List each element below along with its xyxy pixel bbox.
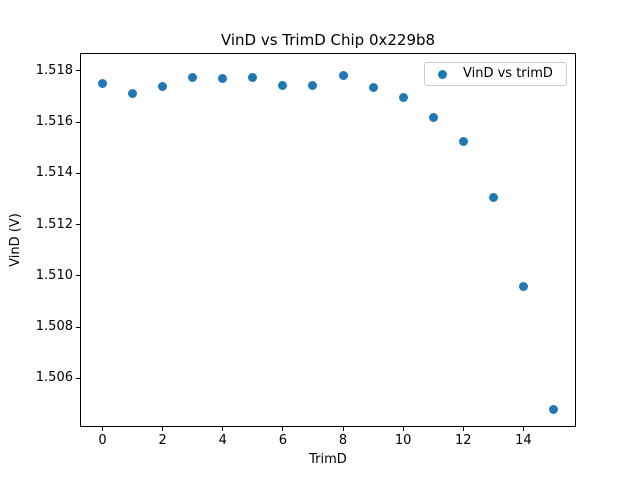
x-tick [342,427,344,431]
y-tick-label: 1.506 [35,370,73,386]
x-tick-label: 0 [98,433,107,448]
data-point [428,113,438,123]
data-point [458,137,468,147]
x-tick [282,427,284,431]
y-tick [76,377,80,379]
y-tick [76,275,80,277]
y-tick [76,172,80,174]
x-tick [462,427,464,431]
x-axis-label: TrimD [309,452,347,467]
legend: VinD vs trimD [424,62,567,86]
x-tick [222,427,224,431]
x-tick [402,427,404,431]
data-point [398,92,408,102]
data-point [218,74,228,84]
data-point [128,89,138,99]
chart-title: VinD vs TrimD Chip 0x229b8 [220,31,436,49]
data-point [248,72,258,82]
x-tick-label: 14 [515,433,532,448]
x-tick-label: 6 [278,433,288,448]
data-point [548,405,558,415]
legend-label: VinD vs trimD [463,66,553,81]
plot-area [80,53,576,427]
x-tick-label: 10 [394,433,412,448]
y-tick-label: 1.516 [35,114,73,130]
y-tick-label: 1.508 [35,319,73,335]
y-tick [76,121,80,123]
x-tick-label: 8 [338,433,348,448]
data-point [338,70,348,80]
data-point [308,81,318,91]
x-tick-label: 4 [218,433,227,448]
data-point [98,79,108,89]
y-tick-label: 1.512 [35,216,73,232]
y-axis-label: VinD (V) [8,213,23,267]
y-tick [76,224,80,226]
data-point [518,282,528,292]
x-tick [102,427,104,431]
x-tick [162,427,164,431]
data-point [488,193,498,203]
x-tick-label: 12 [454,433,472,448]
y-tick-label: 1.514 [35,165,73,181]
y-tick [76,70,80,72]
data-point [278,80,288,90]
y-tick [76,326,80,328]
data-point [158,81,168,91]
x-tick [522,427,524,431]
legend-marker-icon [438,69,447,79]
data-point [188,72,198,82]
data-point [368,83,378,93]
y-tick-label: 1.518 [35,62,73,78]
x-tick-label: 2 [158,433,167,448]
y-tick-label: 1.510 [35,267,73,283]
